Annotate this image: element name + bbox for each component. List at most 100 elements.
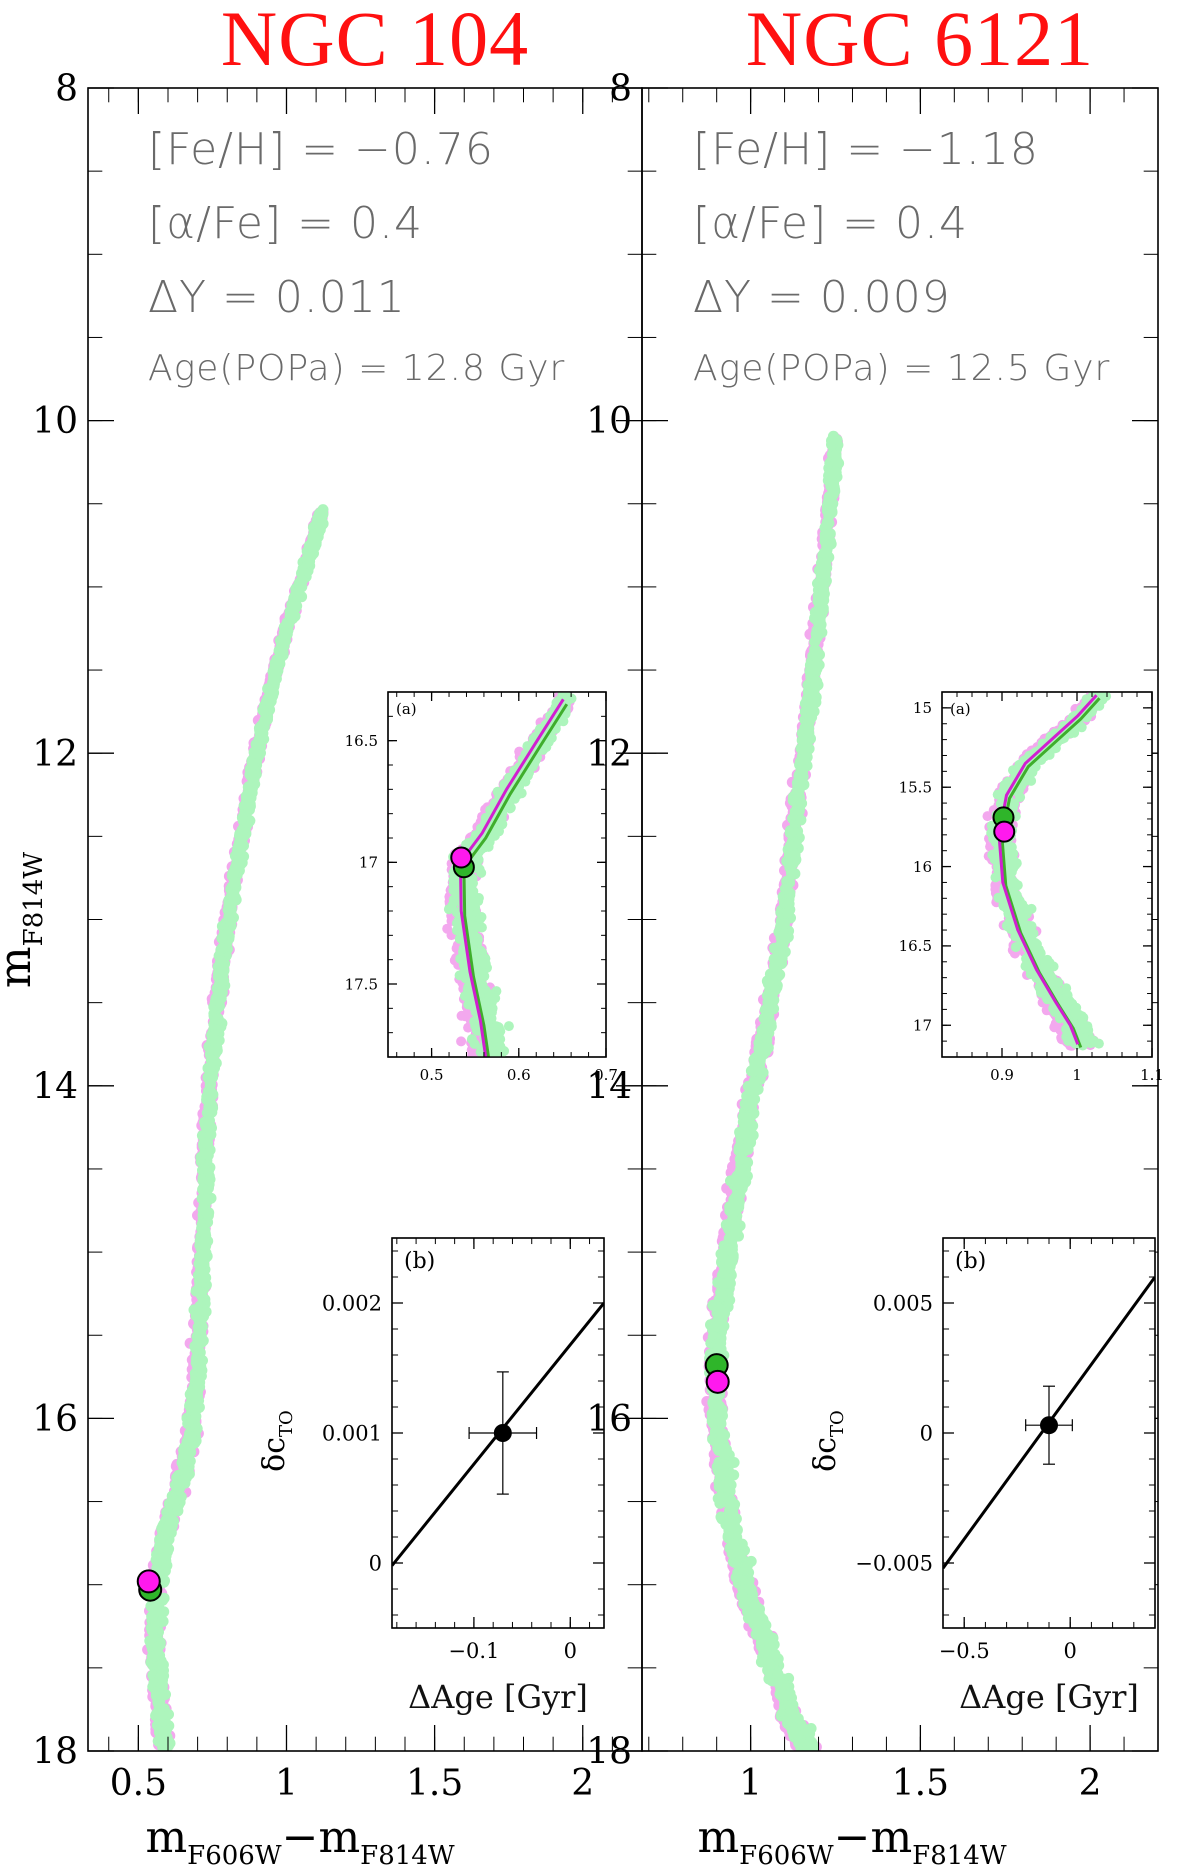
popb-star: [512, 789, 523, 800]
popb-star: [487, 1029, 498, 1039]
popb-star: [503, 1021, 514, 1032]
popb-star: [153, 1542, 165, 1554]
popb-star: [165, 1525, 177, 1537]
popb-star: [254, 727, 266, 739]
popb-star: [443, 904, 454, 915]
popb-star: [156, 1552, 168, 1564]
popb-star: [144, 1635, 156, 1647]
popb-star: [451, 918, 462, 929]
popb-star: [215, 959, 227, 971]
popb-star: [470, 947, 481, 958]
popb-star: [451, 907, 462, 918]
popb-star: [184, 1455, 196, 1467]
popb-star: [275, 638, 287, 649]
popb-star: [172, 1505, 184, 1517]
popb-star: [201, 1107, 213, 1119]
popb-star: [211, 1013, 223, 1025]
popb-star: [237, 829, 249, 841]
popb-star: [195, 1287, 207, 1299]
popb-star: [152, 1641, 164, 1653]
popb-star: [475, 913, 486, 924]
popb-star: [189, 1388, 201, 1400]
popb-star: [228, 892, 240, 904]
popb-star: [194, 1362, 206, 1374]
popb-star: [236, 838, 248, 849]
popb-star: [479, 958, 490, 969]
popb-star: [198, 1272, 210, 1284]
popb-star: [474, 967, 485, 978]
popb-star: [448, 875, 459, 886]
popb-star: [490, 993, 501, 1004]
popb-star: [170, 1479, 182, 1491]
inset-a-border: [387, 691, 607, 1058]
popb-star: [474, 864, 485, 875]
popb-star: [495, 1041, 506, 1052]
popb-star: [190, 1310, 202, 1322]
popb-star: [163, 1736, 175, 1748]
popb-star: [464, 902, 475, 913]
popb-star: [211, 991, 223, 1003]
popb-star: [204, 1062, 216, 1073]
popb-star: [451, 925, 462, 936]
popb-star: [464, 994, 475, 1005]
popb-star: [242, 801, 254, 813]
popb-star: [313, 516, 325, 528]
popb-star: [200, 1239, 211, 1251]
popb-star: [302, 551, 313, 563]
popb-star: [169, 1495, 181, 1507]
popb-star: [225, 916, 237, 928]
popb-star: [199, 1248, 211, 1260]
popa-star: [456, 1036, 467, 1047]
inset-popa-turnoff-marker: [450, 846, 473, 869]
popb-star: [494, 826, 504, 837]
popb-star: [178, 1442, 190, 1454]
popb-star: [195, 1259, 207, 1271]
popb-star: [480, 997, 491, 1008]
popb-star: [216, 932, 228, 944]
popb-star: [203, 1165, 214, 1177]
popb-star: [193, 1321, 205, 1333]
popb-star: [466, 1034, 477, 1045]
popb-star: [159, 1575, 170, 1587]
popb-star: [149, 1650, 161, 1662]
measurement-point: [493, 1424, 512, 1442]
popb-star: [200, 1137, 212, 1149]
popb-star: [273, 655, 285, 667]
popb-star: [264, 697, 276, 709]
popb-star: [493, 1022, 504, 1033]
popb-star: [463, 879, 474, 890]
popb-star: [257, 704, 269, 716]
popa-turnoff-marker: [136, 1569, 161, 1594]
popb-star: [482, 1005, 493, 1016]
popb-star: [211, 1045, 223, 1057]
popb-star: [196, 1222, 208, 1234]
popb-star: [184, 1400, 196, 1412]
popb-star: [147, 1609, 159, 1621]
popb-star: [157, 1726, 169, 1738]
popb-star: [192, 1330, 204, 1342]
popb-star: [202, 1194, 214, 1206]
popb-star: [147, 1600, 158, 1612]
popb-star: [454, 970, 465, 981]
popb-star: [216, 942, 228, 954]
popb-star: [204, 1086, 216, 1098]
popb-star: [185, 1431, 197, 1443]
popb-star: [296, 574, 307, 586]
popb-star: [246, 757, 258, 769]
popb-star: [307, 531, 319, 543]
popb-star: [227, 868, 239, 880]
popb-star: [259, 714, 271, 726]
popb-star: [155, 1659, 167, 1671]
popb-star: [163, 1708, 174, 1720]
popb-star: [202, 1117, 214, 1129]
popb-star: [148, 1622, 160, 1634]
popb-star: [193, 1401, 205, 1413]
popb-star: [285, 610, 297, 622]
popb-star: [198, 1183, 210, 1195]
popb-star: [201, 1148, 213, 1160]
popb-star: [200, 1230, 212, 1242]
popa-star: [442, 923, 453, 934]
popb-star: [200, 1306, 212, 1318]
popb-star: [199, 1205, 211, 1216]
